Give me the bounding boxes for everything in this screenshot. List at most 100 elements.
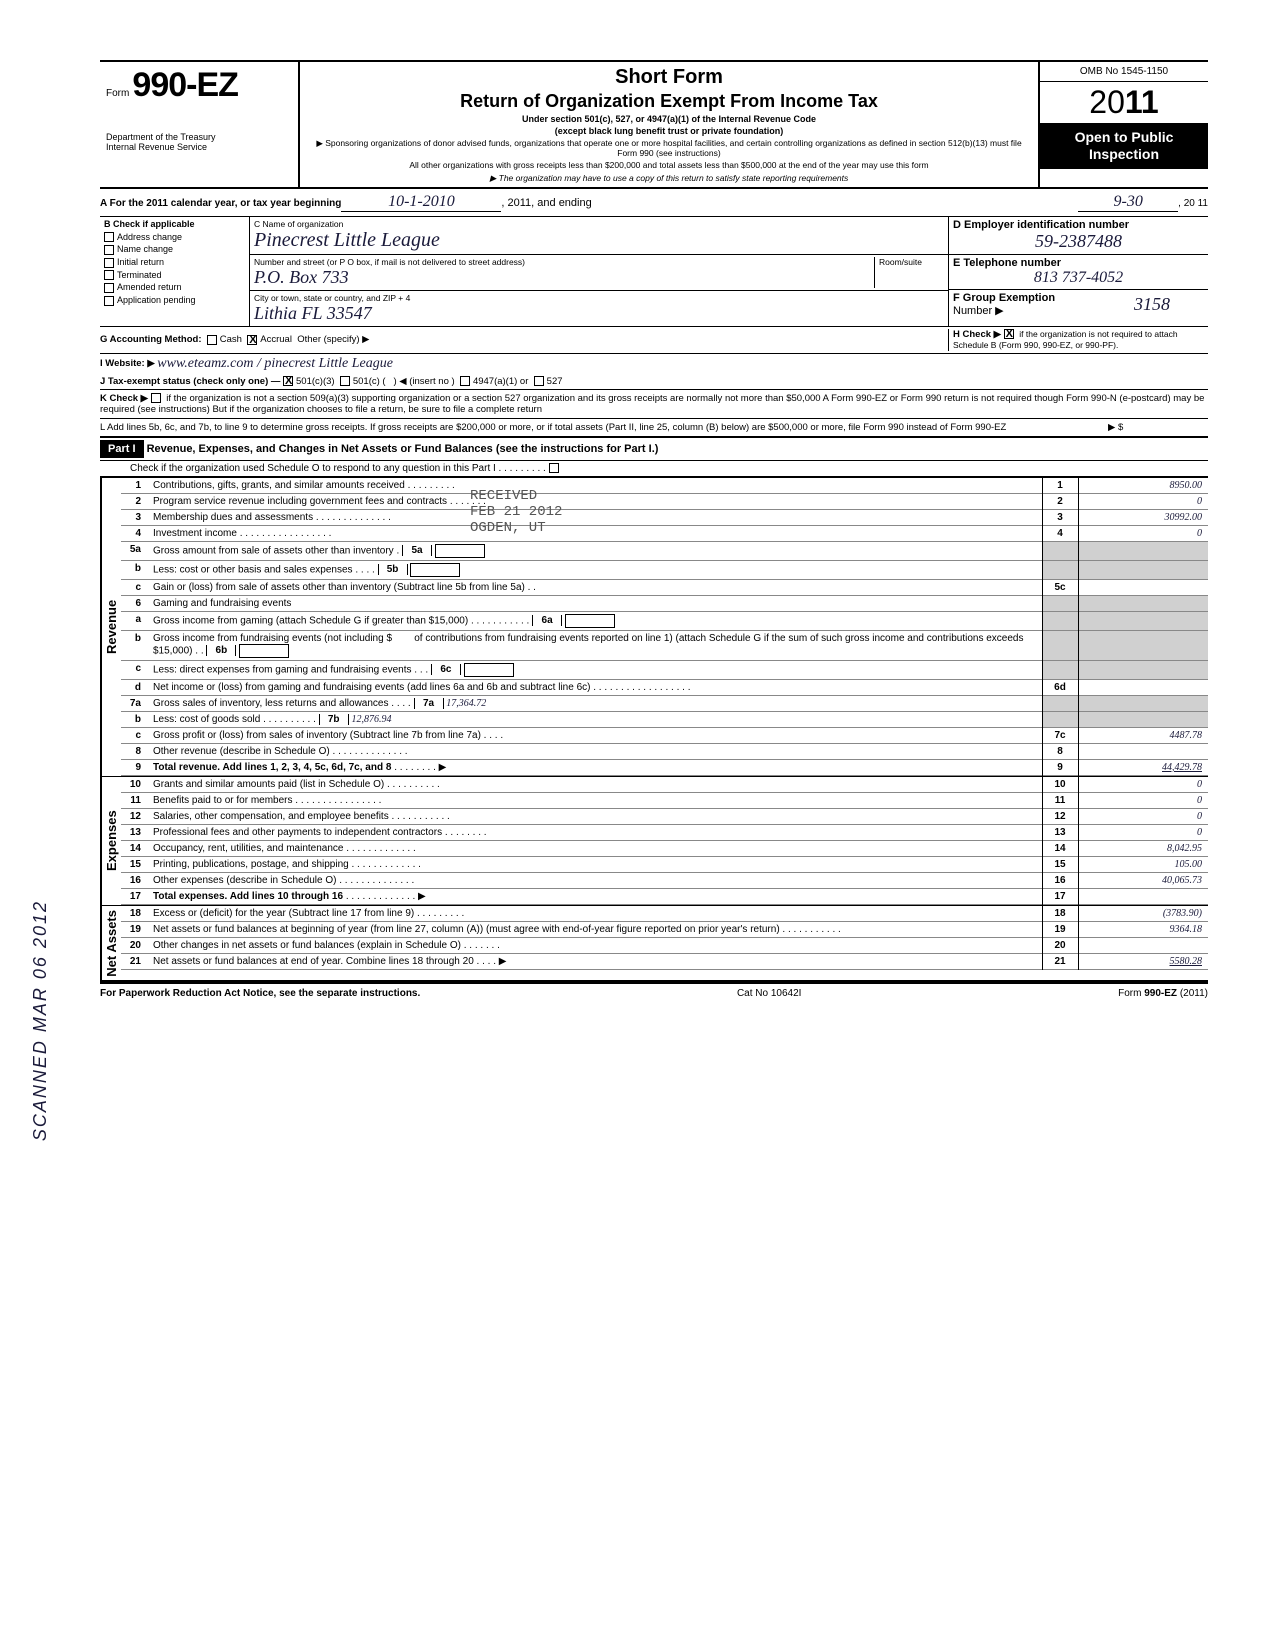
line4-amt: 0 — [1078, 525, 1208, 541]
line18-amt: (3783.90) — [1078, 906, 1208, 922]
line11-amt: 0 — [1078, 792, 1208, 808]
other-specify: Other (specify) ▶ — [297, 334, 369, 345]
part1-title: Revenue, Expenses, and Changes in Net As… — [147, 443, 659, 455]
subtitle: Under section 501(c), 527, or 4947(a)(1)… — [310, 114, 1028, 124]
line14-desc: Occupancy, rent, utilities, and maintena… — [153, 843, 343, 854]
check-cash[interactable] — [207, 335, 217, 345]
check-h[interactable] — [1004, 329, 1014, 339]
period-end: 9-30 — [1078, 193, 1178, 212]
check-527[interactable] — [534, 376, 544, 386]
website-value: www.eteamz.com / pinecrest Little League — [157, 356, 393, 372]
scanned-stamp: SCANNED MAR 06 2012 — [30, 900, 51, 1141]
expenses-side-label: Expenses — [100, 777, 121, 905]
part1-check: Check if the organization used Schedule … — [100, 461, 1208, 477]
line12-desc: Salaries, other compensation, and employ… — [153, 811, 389, 822]
line7c-amt: 4487.78 — [1078, 727, 1208, 743]
form-header: Form 990-EZ Department of the Treasury I… — [100, 60, 1208, 189]
line6b-desc: Gross income from fundraising events (no… — [153, 633, 392, 644]
phone-value: 813 737-4052 — [953, 269, 1204, 287]
note3: ▶ The organization may have to use a cop… — [310, 173, 1028, 183]
check-k[interactable] — [151, 393, 161, 403]
period-begin: 10-1-2010 — [341, 193, 501, 212]
line-l-arrow: ▶ $ — [1108, 422, 1208, 433]
line-a-endyear: , 20 11 — [1178, 198, 1208, 209]
check-amended[interactable] — [104, 283, 114, 293]
check-terminated[interactable] — [104, 270, 114, 280]
line16-amt: 40,065.73 — [1078, 872, 1208, 888]
expenses-section: Expenses 10Grants and similar amounts pa… — [100, 776, 1208, 905]
line6d-amt — [1078, 679, 1208, 695]
check-4947[interactable] — [460, 376, 470, 386]
line11-desc: Benefits paid to or for members — [153, 795, 293, 806]
line13-amt: 0 — [1078, 824, 1208, 840]
line7a-val: 17,364.72 — [446, 698, 486, 709]
addr-label: Number and street (or P O box, if mail i… — [254, 257, 874, 267]
check-part1-o[interactable] — [549, 463, 559, 473]
line6a-desc: Gross income from gaming (attach Schedul… — [153, 615, 468, 626]
group-value: 3158 — [1134, 294, 1204, 315]
line-k-label: K Check ▶ — [100, 393, 148, 404]
line-k-text: if the organization is not a section 509… — [100, 393, 1204, 415]
line6d-desc: Net income or (loss) from gaming and fun… — [153, 682, 590, 693]
line4-desc: Investment income — [153, 528, 237, 539]
line-g-h: G Accounting Method: Cash Accrual Other … — [100, 327, 1208, 354]
section-bcdef: B Check if applicable Address change Nam… — [100, 217, 1208, 327]
line21-desc: Net assets or fund balances at end of ye… — [153, 956, 474, 967]
check-pending[interactable] — [104, 296, 114, 306]
line-l: L Add lines 5b, 6c, and 7b, to line 9 to… — [100, 419, 1208, 438]
line-i: I Website: ▶ www.eteamz.com / pinecrest … — [100, 354, 1208, 374]
page-footer: For Paperwork Reduction Act Notice, see … — [100, 982, 1208, 999]
org-city: Lithia FL 33547 — [254, 303, 944, 324]
line2-amt: 0 — [1078, 493, 1208, 509]
line15-desc: Printing, publications, postage, and shi… — [153, 859, 349, 870]
check-initial[interactable] — [104, 258, 114, 268]
line-j-label: J Tax-exempt status (check only one) — — [100, 376, 280, 387]
line3-desc: Membership dues and assessments — [153, 512, 313, 523]
note2: All other organizations with gross recei… — [310, 160, 1028, 170]
part1-label: Part I — [100, 440, 144, 458]
line2-desc: Program service revenue including govern… — [153, 496, 447, 507]
org-name: Pinecrest Little League — [254, 229, 944, 252]
line5b-desc: Less: cost or other basis and sales expe… — [153, 564, 353, 575]
short-form-title: Short Form — [310, 66, 1028, 89]
line10-desc: Grants and similar amounts paid (list in… — [153, 779, 384, 790]
ein-label: D Employer identification number — [953, 219, 1204, 231]
check-501c3[interactable] — [283, 376, 293, 386]
check-address[interactable] — [104, 232, 114, 242]
line1-amt: 8950.00 — [1078, 478, 1208, 494]
line8-amt — [1078, 743, 1208, 759]
footer-center: Cat No 10642I — [737, 988, 802, 999]
line-a-mid: , 2011, and ending — [501, 197, 591, 209]
footer-left: For Paperwork Reduction Act Notice, see … — [100, 988, 420, 999]
line15-amt: 105.00 — [1078, 856, 1208, 872]
line5c-amt — [1078, 579, 1208, 595]
line5a-desc: Gross amount from sale of assets other t… — [153, 545, 394, 556]
check-accrual[interactable] — [247, 335, 257, 345]
line1-desc: Contributions, gifts, grants, and simila… — [153, 480, 405, 491]
check-501c[interactable] — [340, 376, 350, 386]
group-label: F Group Exemption — [953, 292, 1134, 304]
line-k: K Check ▶ if the organization is not a s… — [100, 390, 1208, 419]
line8-desc: Other revenue (describe in Schedule O) — [153, 746, 330, 757]
omb-number: OMB No 1545-1150 — [1040, 62, 1208, 82]
line17-desc: Total expenses. Add lines 10 through 16 — [153, 891, 343, 902]
line7a-desc: Gross sales of inventory, less returns a… — [153, 698, 388, 709]
netassets-side-label: Net Assets — [100, 906, 121, 981]
line21-amt: 5580.28 — [1078, 953, 1208, 969]
return-title: Return of Organization Exempt From Incom… — [310, 91, 1028, 112]
line9-amt: 44,429.78 — [1078, 759, 1208, 775]
check-name[interactable] — [104, 245, 114, 255]
line5c-desc: Gain or (loss) from sale of assets other… — [153, 582, 525, 593]
revenue-side-label: Revenue — [100, 478, 121, 776]
line7b-val: 12,876.94 — [351, 714, 391, 725]
footer-right: Form 990-EZ (2011) — [1118, 988, 1208, 999]
line12-amt: 0 — [1078, 808, 1208, 824]
section-b-header: B Check if applicable — [100, 217, 249, 231]
line6c-desc: Less: direct expenses from gaming and fu… — [153, 664, 411, 675]
form-label: Form — [106, 88, 129, 99]
line-i-label: I Website: ▶ — [100, 358, 155, 369]
form-number: 990-EZ — [132, 66, 238, 104]
line19-amt: 9364.18 — [1078, 921, 1208, 937]
phone-label: E Telephone number — [953, 257, 1204, 269]
received-stamp: RECEIVED FEB 21 2012 OGDEN, UT — [470, 488, 562, 536]
